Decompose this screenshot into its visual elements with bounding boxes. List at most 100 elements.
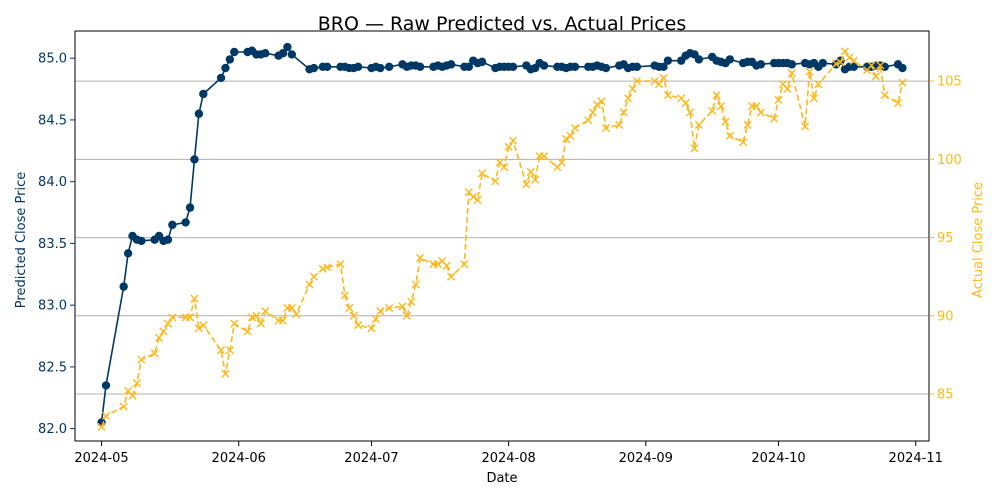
y-left-tick-label: 82.0 — [38, 422, 67, 437]
actual-point — [721, 117, 730, 126]
predicted-point — [221, 63, 230, 73]
actual-point — [128, 391, 137, 400]
predicted-point — [123, 249, 133, 258]
actual-point — [137, 355, 146, 364]
actual-point — [814, 80, 823, 89]
actual-point — [447, 272, 456, 281]
actual-point — [867, 61, 876, 70]
actual-point — [97, 422, 106, 432]
actual-point — [566, 131, 575, 140]
actual-series — [97, 47, 907, 432]
y-right-tick-label: 100 — [937, 153, 962, 168]
actual-point — [663, 91, 673, 100]
actual-point — [783, 84, 792, 93]
y-right-tick-label: 90 — [937, 309, 954, 324]
actual-point — [247, 313, 257, 322]
predicted-point — [464, 62, 474, 72]
predicted-point — [101, 381, 111, 390]
actual-point — [185, 313, 195, 322]
actual-point — [526, 167, 535, 176]
actual-point — [725, 131, 734, 140]
actual-point — [593, 100, 602, 109]
actual-point — [809, 94, 819, 103]
actual-point — [278, 316, 288, 325]
actual-point — [531, 175, 540, 184]
x-tick-label: 2024-06 — [212, 451, 266, 466]
y-right-tick-label: 95 — [937, 231, 954, 246]
predicted-point — [570, 62, 580, 72]
actual-point — [349, 311, 358, 320]
predicted-point — [756, 60, 766, 69]
actual-point — [163, 319, 173, 328]
actual-point — [805, 67, 814, 76]
actual-point — [659, 73, 668, 83]
actual-point — [522, 180, 531, 189]
actual-point — [712, 91, 721, 100]
predicted-point — [539, 61, 549, 70]
actual-point — [654, 80, 664, 89]
actual-point — [216, 346, 226, 355]
actual-point — [460, 260, 469, 269]
predicted-point — [278, 49, 288, 58]
actual-point — [508, 136, 518, 145]
actual-point — [588, 108, 597, 117]
actual-point — [376, 307, 385, 316]
actual-point — [190, 294, 199, 303]
actual-point — [411, 280, 420, 289]
predicted-point — [323, 62, 332, 72]
predicted-point — [216, 73, 226, 83]
actual-point — [309, 272, 319, 281]
actual-point — [685, 108, 695, 117]
predicted-point — [446, 60, 456, 69]
predicted-point — [163, 235, 173, 244]
actual-point — [371, 314, 380, 324]
actual-point — [694, 120, 704, 129]
actual-point — [716, 102, 726, 111]
actual-point — [402, 311, 411, 320]
actual-point — [416, 253, 425, 263]
plot-frame — [74, 30, 930, 442]
actual-point — [681, 98, 690, 108]
predicted-point — [898, 63, 907, 73]
actual-point — [252, 311, 261, 320]
predicted-point — [353, 62, 363, 72]
y-left-tick-label: 84.0 — [38, 175, 67, 190]
predicted-point — [168, 220, 177, 230]
y-left-tick-label: 82.5 — [38, 360, 67, 375]
y-axis-left-title: Predicted Close Price — [14, 172, 29, 308]
actual-point — [473, 195, 482, 205]
y-right-tick-label: 105 — [937, 75, 962, 90]
predicted-point — [477, 57, 487, 67]
predicted-point — [632, 62, 642, 72]
actual-line — [100, 49, 904, 428]
actual-point — [840, 47, 850, 56]
x-axis-title: Date — [486, 471, 517, 486]
x-tick-label: 2024-11 — [889, 451, 943, 466]
x-tick-label: 2024-10 — [751, 451, 805, 466]
actual-point — [739, 138, 748, 147]
predicted-point — [230, 47, 239, 57]
actual-point — [628, 84, 637, 93]
actual-point — [898, 78, 907, 87]
actual-point — [292, 310, 301, 319]
actual-point — [557, 158, 566, 167]
actual-point — [845, 53, 854, 62]
predicted-point — [725, 55, 735, 64]
y-axis-right-title: Actual Close Price — [971, 182, 986, 298]
x-axis: 2024-05 2024-06 2024-07 2024-08 2024-09 2024-… — [74, 441, 943, 466]
actual-point — [442, 261, 451, 270]
actual-point — [433, 260, 442, 269]
actual-point — [305, 280, 314, 289]
y-left-tick-label: 84.5 — [38, 113, 67, 128]
actual-point — [876, 61, 885, 70]
predicted-point — [508, 62, 518, 72]
actual-point — [893, 98, 903, 108]
y-right-tick-label: 85 — [937, 388, 954, 403]
actual-point — [880, 91, 889, 100]
gridlines — [75, 80, 929, 395]
predicted-point — [818, 58, 828, 68]
predicted-point — [287, 50, 297, 59]
actual-point — [584, 116, 593, 125]
actual-point — [385, 303, 394, 313]
actual-point — [632, 76, 642, 86]
